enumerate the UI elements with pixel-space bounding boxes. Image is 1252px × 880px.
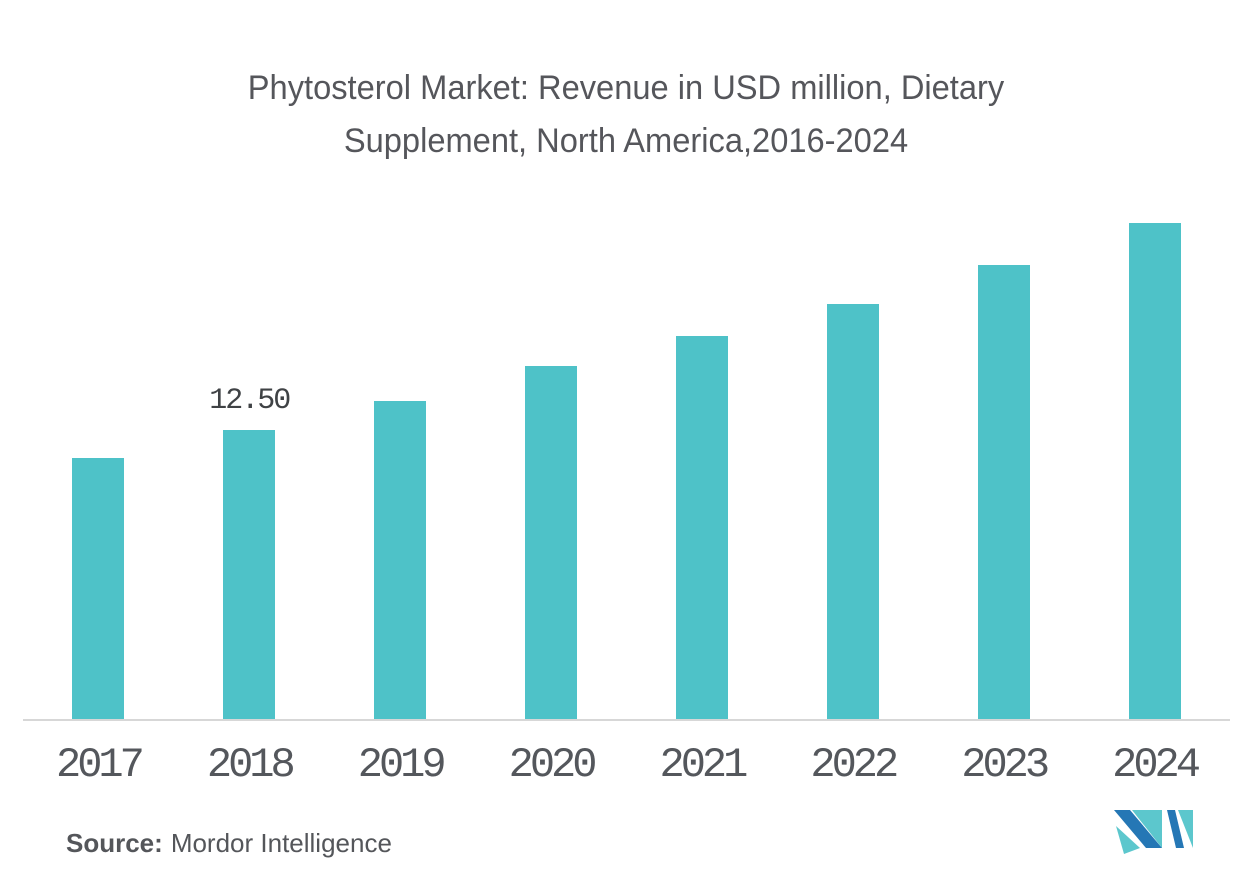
bar-column-2018: 12.50 [174, 220, 325, 719]
logo-left-blue-band [1114, 810, 1162, 848]
bar-column-2024 [1079, 220, 1230, 719]
logo-bottom-teal-wedge [1116, 826, 1140, 854]
x-tick-2020: 2020 [508, 741, 598, 789]
bar-column-2019 [325, 220, 476, 719]
bar-2024 [1128, 223, 1181, 719]
x-tick-2021: 2021 [659, 741, 749, 789]
x-tick-2022: 2022 [810, 741, 899, 789]
chart-title: Phytosterol Market: Revenue in USD milli… [25, 62, 1227, 168]
bar-2022 [826, 304, 879, 719]
bar-2017 [72, 458, 125, 719]
bar-column-2021 [627, 220, 778, 719]
logo-left-teal-triangle [1132, 810, 1162, 848]
bar-2021 [675, 336, 728, 719]
source-attribution: Source: Mordor Intelligence [66, 828, 392, 859]
bar-column-2022 [777, 220, 928, 719]
x-tick-2018: 2018 [206, 741, 296, 789]
bar-2020 [525, 366, 578, 719]
chart-title-line-1: Phytosterol Market: Revenue in USD milli… [247, 69, 1005, 107]
logo-right-teal-triangle [1178, 810, 1193, 848]
x-tick-2024: 2024 [1112, 741, 1201, 789]
x-tick-2023: 2023 [961, 741, 1050, 789]
bar-column-2020 [476, 220, 627, 719]
plot-area: 12.50 [23, 220, 1230, 719]
x-axis-line [23, 719, 1230, 721]
source-label: Source: [66, 828, 163, 858]
bar-2023 [977, 265, 1030, 719]
bar-column-2017 [23, 220, 174, 719]
source-text: Mordor Intelligence [170, 828, 392, 858]
bar-2019 [374, 401, 427, 719]
bar-column-2023 [928, 220, 1079, 719]
x-tick-2017: 2017 [56, 741, 145, 789]
x-tick-2019: 2019 [357, 741, 447, 789]
bar-2018 [223, 430, 276, 719]
data-label-2018: 12.50 [209, 384, 291, 418]
mordor-intelligence-logo [1114, 810, 1193, 854]
x-axis-tick-labels: 2017 2018 2019 2020 2021 2022 2023 2024 [23, 741, 1230, 789]
logo-right-blue-stroke [1167, 810, 1184, 848]
chart-title-line-2: Supplement, North America,2016-2024 [343, 122, 909, 160]
